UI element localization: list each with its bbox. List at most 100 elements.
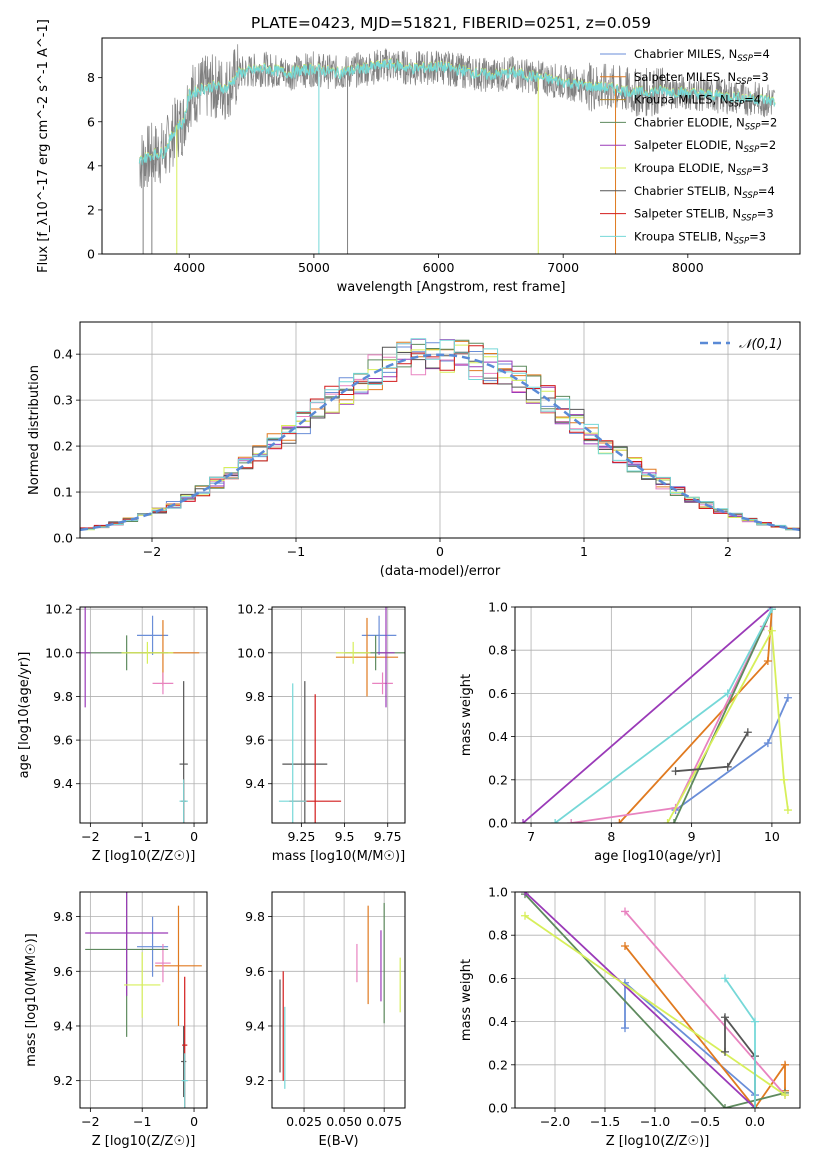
- legend-text: =2: [759, 138, 776, 152]
- legend-subscript: SSP: [734, 236, 750, 246]
- y-tick-label: 0.4: [488, 1014, 508, 1029]
- x-tick-label: 0: [436, 544, 444, 559]
- legend-text: Chabrier MILES, N: [634, 47, 737, 61]
- legend-text: =3: [752, 161, 769, 175]
- x-tick-label: 0.050: [326, 1114, 362, 1129]
- weight-marker: [671, 767, 680, 776]
- weight-series: [618, 609, 773, 823]
- x-axis-label: Z [log10(Z/Z☉)]: [92, 849, 196, 864]
- x-axis-label: wavelength [Angstrom, rest frame]: [337, 280, 566, 295]
- legend-text: =2: [760, 115, 777, 129]
- weight-marker: [721, 974, 729, 983]
- x-tick-label: 0.025: [286, 1114, 322, 1129]
- x-tick-label: −2: [143, 544, 161, 559]
- y-tick-label: 10.0: [45, 645, 73, 660]
- x-axis-label: age [log10(age/yr)]: [594, 849, 721, 864]
- x-tick-label: 9: [688, 829, 696, 844]
- weight-marker: [743, 728, 752, 737]
- histogram-step: [80, 345, 800, 529]
- y-axis-label: mass weight: [459, 959, 474, 1041]
- y-tick-label: 9.6: [53, 733, 73, 748]
- y-tick-label: 9.2: [53, 1073, 73, 1088]
- y-tick-label: 9.8: [53, 909, 73, 924]
- weight-marker: [783, 806, 792, 815]
- y-tick-label: 0.2: [488, 772, 508, 787]
- x-tick-label: 7: [527, 829, 535, 844]
- weight-marker: [669, 819, 678, 823]
- legend-subscript: SSP: [741, 214, 757, 224]
- x-tick-label: 7000: [547, 260, 579, 275]
- y-tick-label: 0.4: [488, 729, 508, 744]
- x-tick-label: 6000: [423, 260, 455, 275]
- weight-marker: [721, 1013, 729, 1022]
- plot-area: [279, 902, 401, 1089]
- weight-marker: [663, 819, 672, 823]
- weight-series: [666, 627, 789, 823]
- weight-marker: [767, 607, 776, 614]
- weight-marker: [615, 819, 624, 823]
- weight-series: [524, 892, 756, 1108]
- y-tick-label: 10.2: [237, 602, 265, 617]
- weight-marker: [621, 907, 629, 916]
- plot-area: [138, 44, 776, 254]
- x-tick-label: 0: [190, 829, 198, 844]
- legend-text: =4: [753, 47, 770, 61]
- x-tick-label: 8000: [672, 260, 704, 275]
- legend-entry: Chabrier STELIB, NSSP=4: [634, 184, 775, 201]
- x-tick-label: −1.5: [590, 1114, 620, 1129]
- weight-marker: [751, 1104, 759, 1108]
- y-tick-label: 10.0: [237, 645, 265, 660]
- panel-mass_vs_Z: −2 −1 0 9.2 9.4 9.6 9.8 Z [log10(Z/Z☉)] mass [lo…: [24, 891, 208, 1149]
- plot-area: [278, 607, 405, 823]
- x-tick-label: 10: [764, 829, 780, 844]
- panel-age_vs_Z: −2 −1 0 9.4 9.6 9.8 10.0 10.2 Z [log10(Z/Z☉)] age…: [17, 602, 208, 864]
- legend-text: Salpeter MILES, N: [634, 70, 736, 84]
- weight-marker: [521, 892, 529, 896]
- x-tick-label: 8: [607, 829, 615, 844]
- histogram-step: [80, 344, 800, 531]
- x-tick-label: 9.25: [287, 829, 315, 844]
- y-tick-label: 9.6: [245, 733, 265, 748]
- weight-marker: [781, 1060, 789, 1069]
- y-tick-label: 9.8: [245, 909, 265, 924]
- x-tick-label: −2: [81, 829, 99, 844]
- y-tick-label: 0.0: [488, 816, 508, 831]
- y-tick-label: 0.6: [488, 686, 508, 701]
- plot-area: [519, 607, 792, 823]
- x-tick-label: −1: [133, 1114, 151, 1129]
- legend-subscript: SSP: [736, 77, 752, 87]
- panel-weight_vs_age: 7 8 9 10 0.0 0.2 0.4 0.6 0.8 1.0 age [log10(age/yr…: [459, 600, 801, 864]
- panel-spectrum: 4000 5000 6000 7000 8000 0 2 4 6 8 wavelength [Ang…: [36, 19, 801, 295]
- model-spectrum-cyan: [138, 58, 776, 166]
- weight-marker: [621, 942, 629, 950]
- axes-frame: [514, 606, 801, 824]
- axes-frame: [79, 606, 208, 824]
- plot-area: [80, 607, 200, 823]
- histogram-step: [80, 338, 800, 530]
- legend-text: =4: [744, 93, 761, 107]
- y-axis-label: Flux [f_λ10^-17 erg cm^-2 s^-1 A^-1]: [36, 19, 51, 273]
- y-axis-label: mass [log10(M/M☉)]: [24, 933, 39, 1066]
- weight-marker: [783, 693, 792, 702]
- weight-series: [571, 626, 765, 823]
- x-tick-label: −1: [287, 544, 305, 559]
- weight-series: [624, 945, 786, 1108]
- axes-frame: [271, 606, 406, 824]
- weight-marker: [763, 657, 772, 665]
- y-tick-label: 9.8: [245, 689, 265, 704]
- weight-marker: [723, 689, 732, 698]
- legend-entry: 𝒩(0,1): [739, 337, 782, 352]
- x-axis-label: mass [log10(M/M☉)]: [272, 849, 405, 864]
- y-tick-label: 9.4: [53, 1018, 73, 1033]
- x-tick-label: −1: [133, 829, 151, 844]
- legend-subscript: SSP: [742, 191, 758, 201]
- y-tick-label: 0.0: [53, 531, 73, 546]
- y-tick-label: 9.4: [53, 776, 73, 791]
- legend-subscript: SSP: [736, 168, 752, 178]
- legend-text: =3: [749, 229, 766, 243]
- legend-entry: Salpeter ELODIE, NSSP=2: [634, 138, 776, 155]
- weight-marker: [551, 819, 560, 823]
- x-tick-label: 4000: [173, 260, 205, 275]
- x-tick-label: 1: [580, 544, 588, 559]
